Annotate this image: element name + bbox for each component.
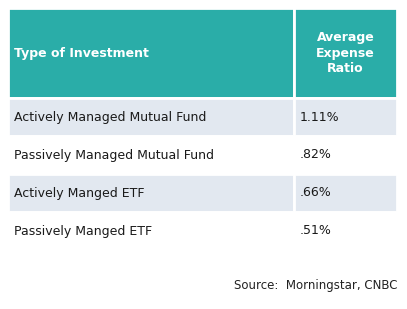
Text: Average
Expense
Ratio: Average Expense Ratio bbox=[316, 32, 375, 74]
Text: Passively Managed Mutual Fund: Passively Managed Mutual Fund bbox=[14, 149, 214, 162]
FancyBboxPatch shape bbox=[8, 8, 294, 98]
Text: .51%: .51% bbox=[300, 225, 332, 238]
Text: Passively Manged ETF: Passively Manged ETF bbox=[14, 225, 152, 238]
FancyBboxPatch shape bbox=[8, 212, 294, 250]
FancyBboxPatch shape bbox=[8, 136, 294, 174]
FancyBboxPatch shape bbox=[8, 98, 294, 136]
FancyBboxPatch shape bbox=[294, 98, 397, 136]
FancyBboxPatch shape bbox=[294, 212, 397, 250]
FancyBboxPatch shape bbox=[294, 174, 397, 212]
Text: .66%: .66% bbox=[300, 187, 332, 200]
Text: Actively Manged ETF: Actively Manged ETF bbox=[14, 187, 144, 200]
Text: 1.11%: 1.11% bbox=[300, 111, 340, 124]
Text: .82%: .82% bbox=[300, 149, 332, 162]
Text: Source:  Morningstar, CNBC: Source: Morningstar, CNBC bbox=[234, 278, 397, 291]
FancyBboxPatch shape bbox=[294, 136, 397, 174]
FancyBboxPatch shape bbox=[8, 174, 294, 212]
Text: Actively Managed Mutual Fund: Actively Managed Mutual Fund bbox=[14, 111, 206, 124]
Text: Type of Investment: Type of Investment bbox=[14, 46, 149, 60]
FancyBboxPatch shape bbox=[294, 8, 397, 98]
